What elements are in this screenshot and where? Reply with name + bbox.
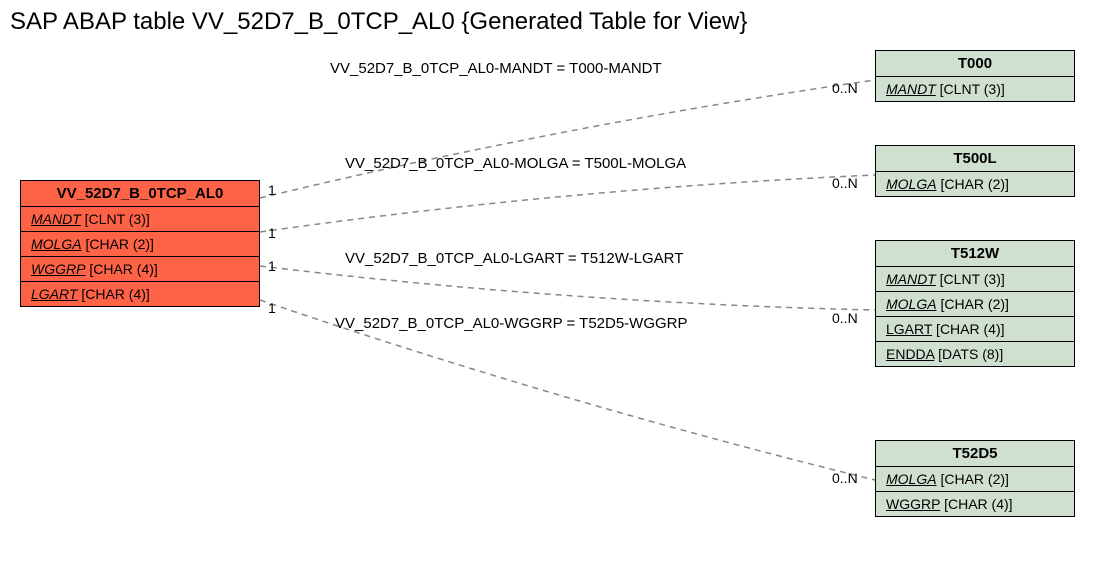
entity-field: MANDT [CLNT (3)]: [876, 77, 1074, 101]
edge-line: [260, 175, 875, 232]
entity-field: WGGRP [CHAR (4)]: [21, 257, 259, 282]
edge-line: [260, 266, 875, 310]
entity-field: MOLGA [CHAR (2)]: [876, 292, 1074, 317]
entity-header: T000: [876, 51, 1074, 77]
cardinality-left: 1: [268, 300, 276, 316]
entity-field: LGART [CHAR (4)]: [21, 282, 259, 306]
entity-field: LGART [CHAR (4)]: [876, 317, 1074, 342]
cardinality-left: 1: [268, 182, 276, 198]
edge-line: [260, 80, 875, 198]
field-name: LGART: [886, 321, 932, 337]
entity-header: T500L: [876, 146, 1074, 172]
entity-header: T52D5: [876, 441, 1074, 467]
entity-field: ENDDA [DATS (8)]: [876, 342, 1074, 366]
field-name: MANDT: [886, 81, 936, 97]
entity-field: MOLGA [CHAR (2)]: [876, 467, 1074, 492]
edge-label: VV_52D7_B_0TCP_AL0-LGART = T512W-LGART: [345, 250, 683, 267]
entity-field: WGGRP [CHAR (4)]: [876, 492, 1074, 516]
field-name: ENDDA: [886, 346, 934, 362]
cardinality-right: 0..N: [832, 175, 858, 191]
entity-field: MANDT [CLNT (3)]: [876, 267, 1074, 292]
cardinality-left: 1: [268, 258, 276, 274]
edge-label: VV_52D7_B_0TCP_AL0-MOLGA = T500L-MOLGA: [345, 155, 686, 172]
entity-t500l: T500LMOLGA [CHAR (2)]: [875, 145, 1075, 197]
entity-field: MOLGA [CHAR (2)]: [876, 172, 1074, 196]
field-name: MOLGA: [886, 176, 937, 192]
field-name: MANDT: [31, 211, 81, 227]
cardinality-right: 0..N: [832, 470, 858, 486]
field-name: WGGRP: [886, 496, 940, 512]
entity-t512w: T512WMANDT [CLNT (3)]MOLGA [CHAR (2)]LGA…: [875, 240, 1075, 367]
edge-label: VV_52D7_B_0TCP_AL0-MANDT = T000-MANDT: [330, 60, 662, 77]
entity-field: MANDT [CLNT (3)]: [21, 207, 259, 232]
cardinality-right: 0..N: [832, 310, 858, 326]
entity-t000: T000MANDT [CLNT (3)]: [875, 50, 1075, 102]
field-name: WGGRP: [31, 261, 85, 277]
entity-header: VV_52D7_B_0TCP_AL0: [21, 181, 259, 207]
edge-label: VV_52D7_B_0TCP_AL0-WGGRP = T52D5-WGGRP: [335, 315, 688, 332]
entity-header: T512W: [876, 241, 1074, 267]
page-title: SAP ABAP table VV_52D7_B_0TCP_AL0 {Gener…: [10, 8, 747, 36]
field-name: LGART: [31, 286, 77, 302]
field-name: MOLGA: [886, 471, 937, 487]
cardinality-left: 1: [268, 225, 276, 241]
field-name: MOLGA: [31, 236, 82, 252]
entity-t52d5: T52D5MOLGA [CHAR (2)]WGGRP [CHAR (4)]: [875, 440, 1075, 517]
cardinality-right: 0..N: [832, 80, 858, 96]
entity-field: MOLGA [CHAR (2)]: [21, 232, 259, 257]
field-name: MOLGA: [886, 296, 937, 312]
entity-main: VV_52D7_B_0TCP_AL0MANDT [CLNT (3)]MOLGA …: [20, 180, 260, 307]
field-name: MANDT: [886, 271, 936, 287]
